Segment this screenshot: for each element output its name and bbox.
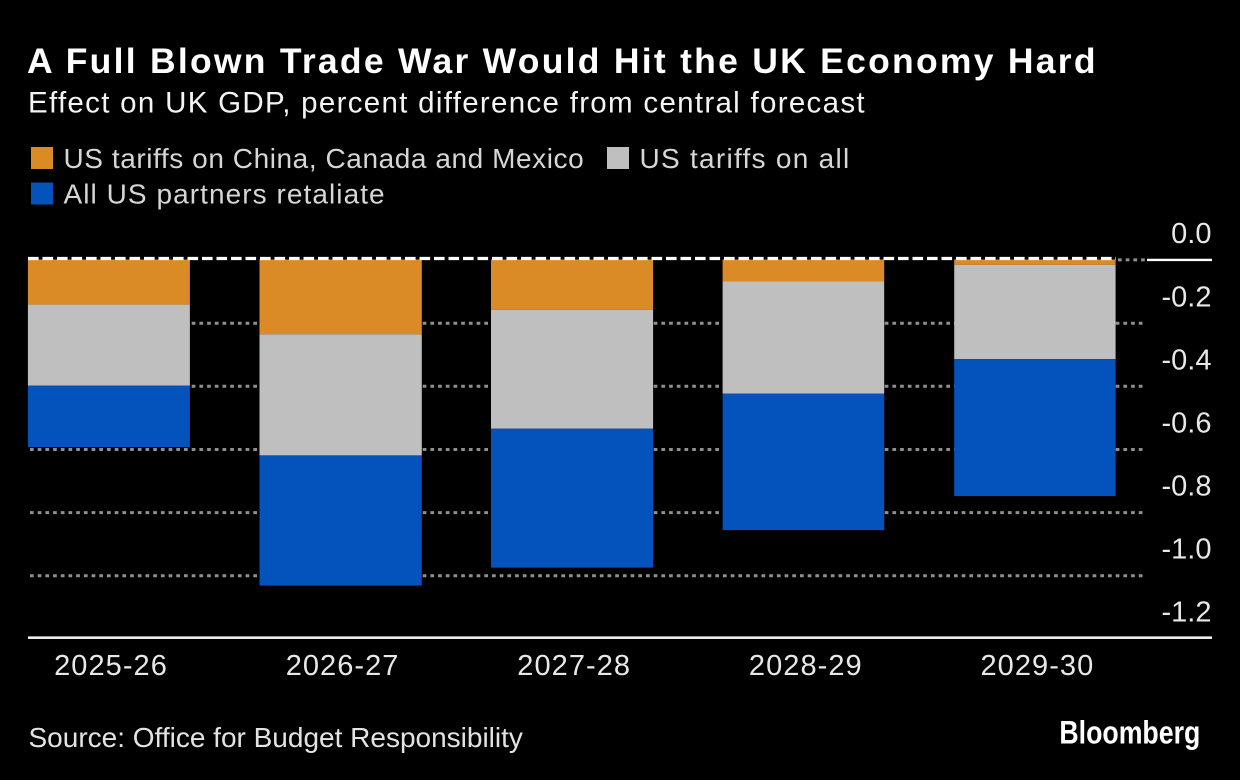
svg-text:US tariffs on all: US tariffs on all: [640, 143, 851, 174]
svg-text:0.0: 0.0: [1171, 218, 1211, 250]
svg-text:2029-30: 2029-30: [981, 650, 1095, 682]
svg-text:US tariffs on China, Canada an: US tariffs on China, Canada and Mexico: [64, 143, 585, 174]
svg-text:-1.0: -1.0: [1162, 534, 1212, 566]
svg-text:Source: Office for Budget Resp: Source: Office for Budget Responsibility: [29, 722, 523, 753]
svg-text:2026-27: 2026-27: [286, 650, 400, 682]
svg-text:A Full Blown Trade War Would H: A Full Blown Trade War Would Hit the UK …: [27, 41, 1098, 81]
svg-text:All US partners retaliate: All US partners retaliate: [64, 179, 386, 210]
svg-text:-0.6: -0.6: [1162, 408, 1212, 440]
svg-text:Effect on UK GDP, percent diff: Effect on UK GDP, percent difference fro…: [28, 87, 866, 120]
svg-text:2025-26: 2025-26: [54, 650, 168, 682]
svg-text:Bloomberg: Bloomberg: [1059, 715, 1200, 751]
svg-text:-0.8: -0.8: [1162, 471, 1212, 503]
svg-text:-0.2: -0.2: [1162, 281, 1212, 313]
svg-text:2028-29: 2028-29: [749, 650, 863, 682]
svg-text:-1.2: -1.2: [1162, 597, 1212, 629]
svg-text:-0.4: -0.4: [1162, 344, 1212, 376]
svg-text:2027-28: 2027-28: [517, 650, 631, 682]
